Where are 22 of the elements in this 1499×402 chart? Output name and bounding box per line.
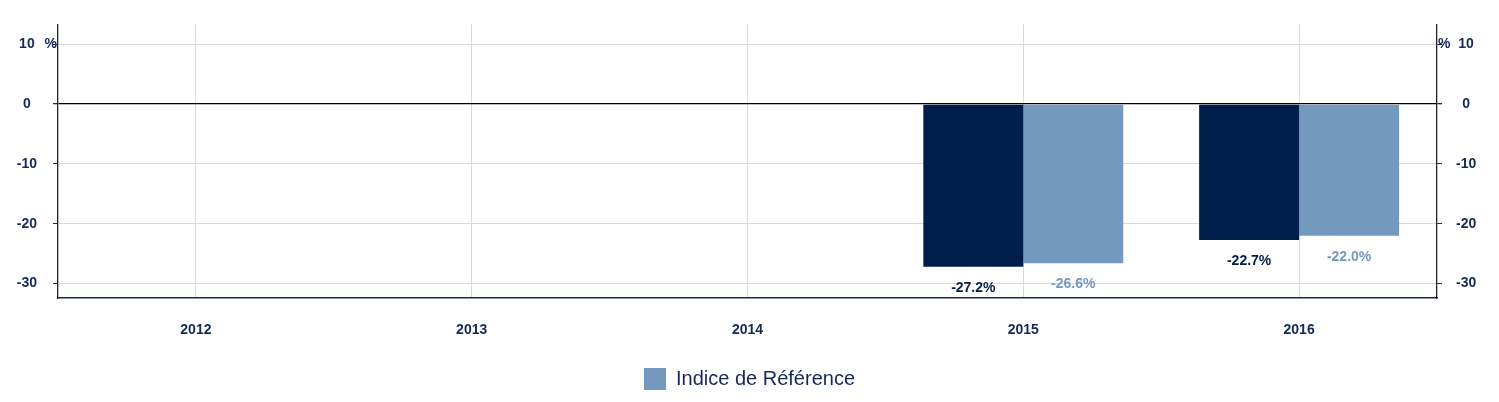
- y2-axis-title: %: [1438, 35, 1451, 52]
- y2-tick-label: 0: [1462, 94, 1471, 111]
- y-tick-label: 10: [19, 35, 35, 52]
- y-tick-label: 0: [22, 94, 31, 111]
- y2-tick-label: -10: [1456, 154, 1477, 171]
- y2-tick-label: 10: [1458, 35, 1475, 52]
- y2-tick-label: -20: [1456, 214, 1477, 231]
- x-tick-label: 2012: [180, 321, 212, 338]
- data-label: -22.0%: [1326, 247, 1372, 264]
- x-tick-label: 2014: [731, 321, 764, 338]
- y-tick-label: -10: [16, 154, 38, 171]
- x-tick-label: 2013: [456, 321, 488, 338]
- y-axis-title: %: [44, 35, 58, 52]
- y-tick-label: -30: [16, 274, 38, 291]
- data-label: -22.7%: [1226, 251, 1272, 268]
- data-label: -26.6%: [1051, 275, 1097, 292]
- legend-label: Indice de Référence: [676, 366, 856, 389]
- x-tick-label: 2016: [1283, 321, 1315, 338]
- data-label: -27.2%: [951, 278, 997, 295]
- x-tick-label: 2015: [1007, 321, 1040, 338]
- y-tick-label: -20: [16, 214, 38, 231]
- y2-tick-label: -30: [1456, 274, 1477, 291]
